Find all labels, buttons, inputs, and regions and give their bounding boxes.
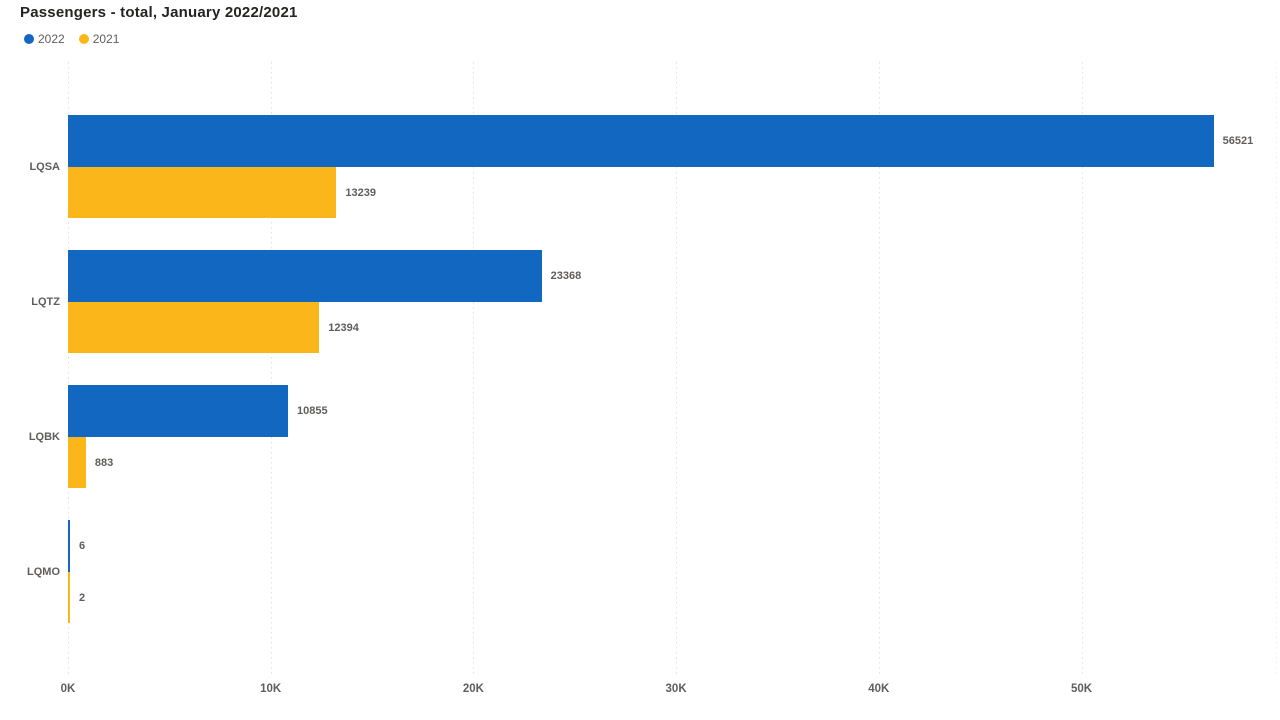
data-label-2022-lqtz: 23368 bbox=[550, 270, 582, 282]
legend-item-2021[interactable]: 2021 bbox=[78, 32, 120, 46]
bar-2022-lqbk[interactable] bbox=[68, 385, 289, 437]
category-label-lqsa: LQSA bbox=[29, 161, 60, 173]
data-label-2021-lqmo: 2 bbox=[79, 591, 86, 604]
legend-dot-2022-icon bbox=[24, 34, 34, 44]
x-axis-tick-label: 50K bbox=[1070, 683, 1093, 695]
legend-label-2022: 2022 bbox=[38, 32, 65, 46]
chart-title: Passengers - total, January 2022/2021 bbox=[20, 4, 298, 21]
legend-label-2021: 2021 bbox=[92, 32, 120, 46]
bar-2021-lqbk[interactable] bbox=[68, 437, 86, 488]
data-label-2021-lqbk: 883 bbox=[94, 456, 114, 469]
data-label-2021-lqtz: 12394 bbox=[328, 321, 359, 334]
x-gridline bbox=[68, 62, 69, 677]
legend-dot-2021-icon bbox=[78, 34, 89, 44]
plot-right-edge-gridline bbox=[1276, 62, 1277, 677]
x-gridline bbox=[473, 62, 475, 677]
data-label-2022-lqmo: 6 bbox=[79, 540, 86, 552]
data-label-2022-lqsa: 56521 bbox=[1222, 135, 1254, 147]
category-label-lqmo: LQMO bbox=[27, 566, 60, 578]
bar-2022-lqsa[interactable] bbox=[68, 115, 1214, 167]
legend-item-2022[interactable]: 2022 bbox=[24, 32, 65, 46]
x-axis-tick-label: 30K bbox=[665, 683, 687, 695]
x-gridline bbox=[676, 62, 678, 677]
bar-2021-lqsa[interactable] bbox=[68, 167, 337, 218]
x-axis-tick-label: 10K bbox=[260, 683, 282, 695]
bar-2021-lqmo[interactable] bbox=[68, 572, 70, 623]
x-axis-tick-label: 20K bbox=[462, 683, 484, 695]
data-label-2022-lqbk: 10855 bbox=[297, 405, 328, 417]
category-label-lqbk: LQBK bbox=[28, 431, 60, 443]
chart-legend: 2022 2021 bbox=[24, 32, 119, 46]
x-gridline bbox=[878, 62, 880, 677]
x-axis-tick-label: 40K bbox=[868, 683, 890, 695]
bar-2022-lqtz[interactable] bbox=[68, 250, 542, 302]
bar-2021-lqtz[interactable] bbox=[68, 302, 320, 353]
bar-2022-lqmo[interactable] bbox=[68, 520, 70, 572]
x-axis-tick-label: 0K bbox=[60, 683, 76, 695]
category-label-lqtz: LQTZ bbox=[31, 296, 60, 308]
x-gridline bbox=[1081, 62, 1083, 677]
data-label-2021-lqsa: 13239 bbox=[345, 186, 376, 199]
x-gridline bbox=[270, 62, 272, 677]
